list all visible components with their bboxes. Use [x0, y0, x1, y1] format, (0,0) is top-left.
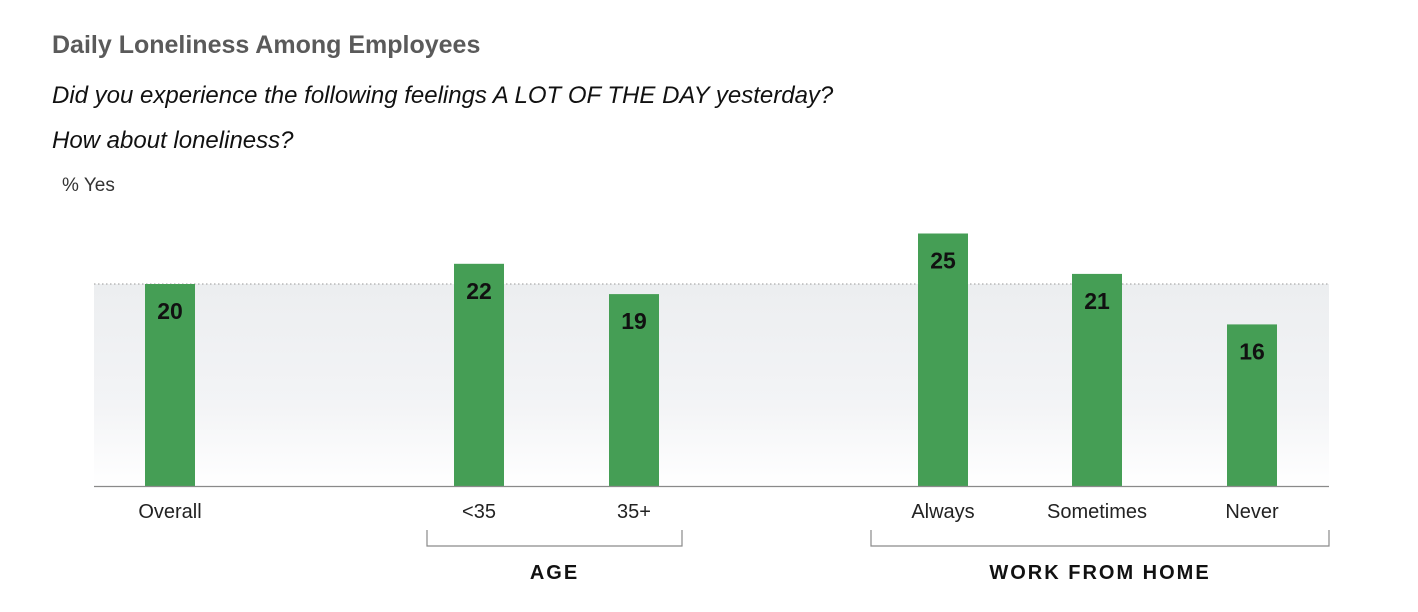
category-label: 35+: [617, 501, 651, 523]
bar-1: [145, 284, 195, 486]
value-label: 20: [157, 298, 183, 324]
category-label: <35: [462, 501, 496, 523]
group-label: AGE: [530, 562, 579, 584]
reference-band: [94, 284, 1329, 486]
bar-5: [1072, 273, 1122, 486]
category-label: Always: [911, 501, 974, 523]
value-label: 16: [1239, 338, 1265, 364]
question-line-2: How about loneliness?: [52, 127, 294, 154]
bar-3: [609, 294, 659, 486]
chart-title: Daily Loneliness Among Employees: [52, 31, 481, 59]
group-bracket: [870, 530, 1330, 547]
value-label: 22: [466, 278, 492, 304]
value-label: 21: [1084, 288, 1110, 314]
category-label: Sometimes: [1047, 501, 1147, 523]
category-label: Never: [1225, 501, 1279, 523]
bar-4: [918, 233, 968, 486]
group-bracket: [426, 530, 683, 547]
bar-6: [1227, 324, 1277, 486]
group-label: WORK FROM HOME: [989, 562, 1210, 584]
value-label: 25: [930, 248, 956, 274]
bar-2: [454, 263, 504, 486]
question-line-1: Did you experience the following feeling…: [52, 82, 834, 109]
value-label: 19: [621, 308, 647, 334]
y-unit-label: % Yes: [62, 175, 115, 196]
category-label: Overall: [138, 501, 201, 523]
